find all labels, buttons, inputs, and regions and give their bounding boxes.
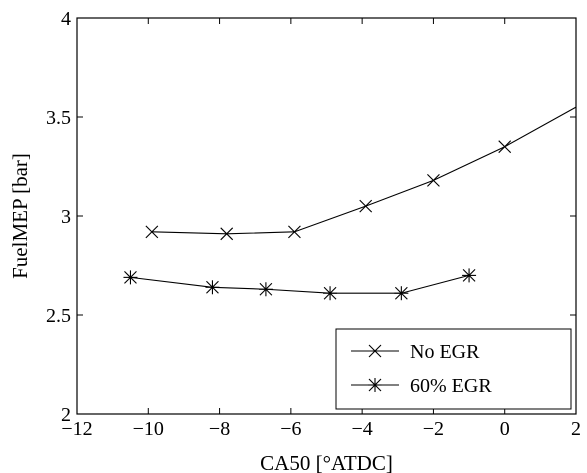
- x-tick-label: −8: [209, 418, 230, 440]
- series-line: [151, 106, 577, 235]
- data-point: [323, 286, 338, 301]
- x-tick-label: −6: [280, 418, 301, 440]
- series-line: [130, 274, 470, 294]
- data-point: [498, 140, 512, 154]
- y-axis-label: FuelMEP [bar]: [8, 153, 32, 279]
- data-point: [288, 225, 301, 239]
- x-tick-label: 2: [571, 418, 581, 440]
- series-layer: [123, 106, 577, 301]
- legend-marker: [368, 378, 382, 392]
- data-point: [427, 173, 440, 187]
- y-tick-label: 3: [61, 206, 71, 228]
- x-tick-label: 0: [500, 418, 510, 440]
- x-tick-label: −10: [133, 418, 164, 440]
- x-tick-label: −4: [352, 418, 373, 440]
- legend: No EGR 60% EGR: [335, 328, 572, 410]
- tick-labels: −12 −10 −8 −6 −4 −2 0 2 2 2.5 3 3.5 4: [46, 8, 581, 440]
- y-tick-label: 3.5: [46, 107, 71, 129]
- series-0: [145, 106, 577, 241]
- legend-box: [335, 328, 572, 410]
- data-point: [258, 282, 273, 297]
- data-point: [145, 225, 159, 239]
- data-point: [205, 280, 220, 295]
- legend-label: No EGR: [410, 341, 480, 363]
- y-tick-label: 4: [61, 8, 71, 30]
- legend-item: No EGR: [351, 341, 480, 363]
- legend-label: 60% EGR: [410, 375, 492, 397]
- data-point: [220, 227, 234, 241]
- data-point: [123, 270, 138, 285]
- y-tick-label: 2: [61, 404, 71, 426]
- data-point: [462, 268, 477, 283]
- legend-item: 60% EGR: [351, 375, 492, 397]
- x-tick-label: −2: [423, 418, 444, 440]
- axis-ticks: [76, 17, 577, 415]
- x-tick-label: −12: [61, 418, 92, 440]
- data-point: [359, 199, 373, 213]
- y-tick-label: 2.5: [46, 305, 71, 327]
- data-point: [394, 286, 409, 301]
- series-1: [123, 268, 477, 301]
- x-axis-label: CA50 [°ATDC]: [260, 451, 393, 473]
- legend-marker: [368, 344, 382, 358]
